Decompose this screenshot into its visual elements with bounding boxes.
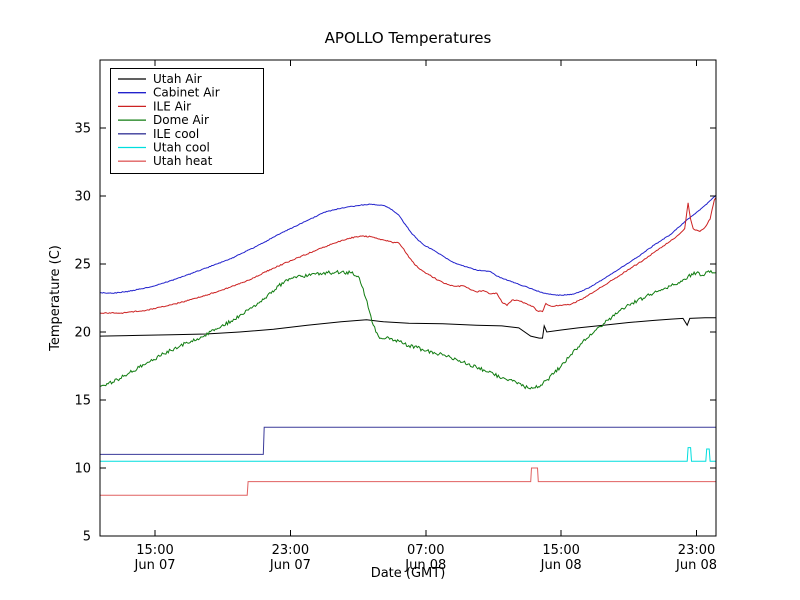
- x-tick-label-time: 23:00: [678, 543, 715, 558]
- legend-label-dome-air: Dome Air: [153, 113, 209, 127]
- x-tick-label-date: Jun 07: [134, 558, 176, 573]
- legend-label-ile-cool: ILE cool: [153, 127, 199, 141]
- series-line-utah-air: [100, 317, 716, 339]
- legend-label-ile-air: ILE Air: [153, 99, 191, 113]
- x-tick-label-date: Jun 08: [404, 558, 446, 573]
- series-line-ile-air: [100, 197, 716, 314]
- series-line-dome-air: [100, 269, 716, 390]
- series-line-utah-cool: [100, 447, 716, 462]
- legend-label-utah-heat: Utah heat: [153, 154, 213, 168]
- x-tick-label-time: 23:00: [272, 543, 309, 558]
- axes-frame: [99, 59, 717, 537]
- y-tick-label: 35: [74, 122, 91, 137]
- legend-label-utah-air: Utah Air: [153, 72, 202, 86]
- y-tick-label: 25: [74, 258, 91, 273]
- legend-box: [110, 68, 264, 174]
- legend-label-cabinet-air: Cabinet Air: [153, 86, 220, 100]
- y-tick-label: 20: [74, 326, 91, 341]
- x-tick-label-time: 07:00: [407, 543, 444, 558]
- series-group: [100, 194, 716, 496]
- series-line-utah-heat: [100, 467, 716, 496]
- chart-title: APOLLO Temperatures: [324, 29, 492, 47]
- series-line-ile-cool: [100, 426, 716, 455]
- x-tick-label-time: 15:00: [136, 543, 173, 558]
- series-line-cabinet-air: [100, 194, 716, 296]
- legend-label-utah-cool: Utah cool: [153, 141, 210, 155]
- y-tick-label: 10: [74, 462, 91, 477]
- x-tick-label-time: 15:00: [542, 543, 579, 558]
- x-tick-label-date: Jun 07: [269, 558, 311, 573]
- x-tick-label-date: Jun 08: [675, 558, 717, 573]
- x-axis-label: Date (GMT): [370, 566, 446, 581]
- y-tick-label: 5: [83, 530, 91, 545]
- y-tick-label: 30: [74, 190, 91, 205]
- y-tick-label: 15: [74, 394, 91, 409]
- x-tick-label-date: Jun 08: [540, 558, 582, 573]
